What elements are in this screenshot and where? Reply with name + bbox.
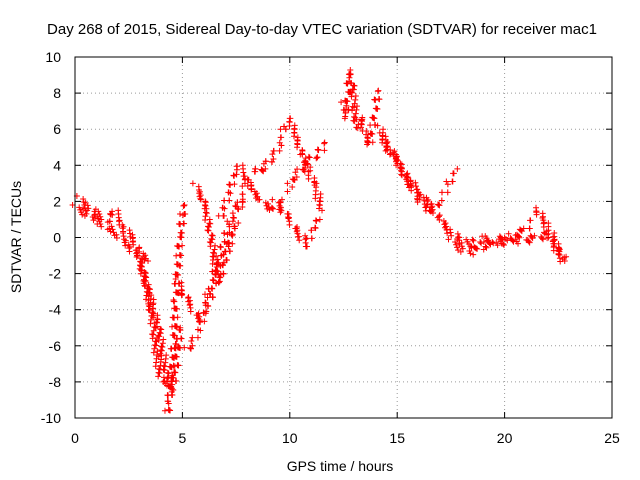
point-markers — [456, 228, 570, 265]
tick-labels: 0 5 10 15 20 25 -10 -8 -6 -4 -2 0 2 4 6 8 10 — [41, 49, 620, 446]
series-sat-a — [69, 202, 169, 387]
point-markers — [134, 252, 185, 395]
series-sat-l — [374, 122, 465, 247]
y-tick-label: -8 — [49, 374, 62, 390]
y-tick-label: 8 — [53, 85, 61, 101]
series-sat-j — [269, 196, 323, 250]
y-tick-label: -2 — [49, 266, 62, 282]
y-tick-label: 2 — [53, 193, 61, 209]
point-markers — [376, 129, 461, 215]
point-markers — [69, 202, 169, 387]
series-sat-i — [252, 115, 326, 214]
point-markers — [73, 192, 152, 264]
y-tick-label: 0 — [53, 230, 61, 246]
series-sat-k — [338, 66, 383, 148]
chart-title: Day 268 of 2015, Sidereal Day-to-day VTE… — [47, 21, 597, 38]
point-markers — [374, 122, 465, 247]
y-tick-label: -10 — [41, 410, 61, 426]
y-tick-label: -6 — [49, 338, 62, 354]
series-sat-g — [189, 165, 259, 286]
y-tick-label: 10 — [45, 49, 61, 65]
series-sat-h — [215, 139, 328, 219]
x-tick-label: 20 — [497, 430, 513, 446]
x-tick-label: 10 — [282, 430, 298, 446]
point-markers — [269, 196, 323, 250]
series-sat-c — [134, 252, 185, 395]
series-sat-b — [73, 192, 152, 264]
point-markers — [252, 115, 326, 214]
point-markers — [189, 165, 259, 286]
y-axis-label: SDTVAR / TECUs — [8, 181, 24, 293]
series-sat-d — [161, 202, 189, 414]
x-tick-label: 5 — [179, 430, 187, 446]
x-tick-label: 25 — [604, 430, 620, 446]
series-sat-n — [445, 204, 568, 263]
x-tick-label: 15 — [389, 430, 405, 446]
grid — [75, 57, 612, 418]
point-markers — [338, 66, 383, 148]
x-axis-label: GPS time / hours — [287, 458, 394, 474]
point-markers — [161, 202, 189, 414]
series-sat-o — [456, 228, 570, 265]
y-tick-label: -4 — [49, 302, 62, 318]
y-tick-label: 4 — [53, 157, 61, 173]
point-markers — [215, 139, 328, 219]
data-points — [69, 66, 570, 414]
y-tick-label: 6 — [53, 121, 61, 137]
point-markers — [445, 204, 568, 263]
series-sat-m — [376, 129, 461, 215]
x-tick-label: 0 — [71, 430, 79, 446]
